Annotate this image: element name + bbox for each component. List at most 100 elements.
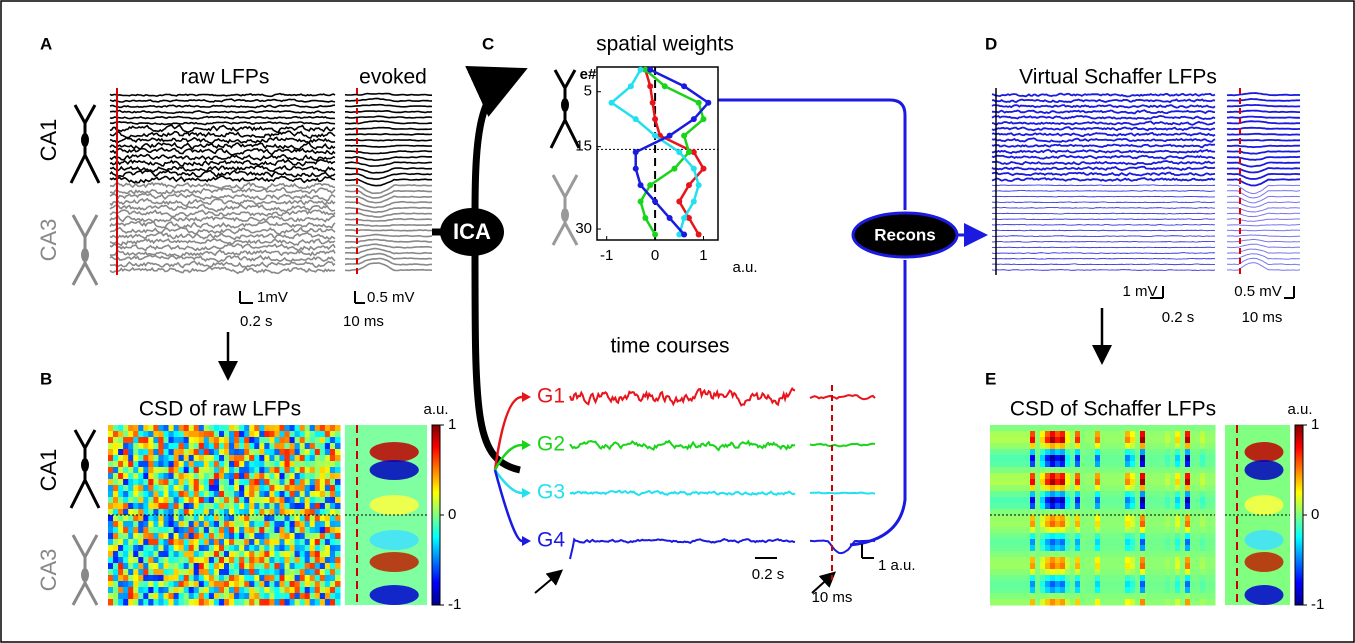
heatmap-cell (153, 455, 159, 462)
heatmap-cell (1170, 575, 1176, 582)
scale-label: 10 ms (1242, 309, 1283, 326)
heatmap-cell (1040, 587, 1046, 594)
heatmap-cell (325, 545, 331, 552)
heatmap-cell (1205, 467, 1211, 474)
heatmap-cell (315, 461, 321, 468)
heatmap-cell (1135, 545, 1141, 552)
heatmap-cell (158, 443, 164, 450)
heatmap-cell (990, 431, 996, 438)
scale-label: 0.2 s (240, 313, 273, 330)
heatmap-cell (264, 563, 270, 570)
heatmap-cell (1195, 479, 1201, 486)
heatmap-cell (300, 503, 306, 510)
heatmap-cell (1025, 503, 1031, 510)
trace (110, 227, 335, 234)
heatmap-cell (1015, 485, 1021, 492)
heatmap-cell (138, 515, 144, 522)
heatmap-cell (335, 545, 341, 552)
scale-label: 10 ms (812, 589, 853, 606)
heatmap-cell (1145, 461, 1151, 468)
heatmap-cell (1030, 563, 1036, 570)
trace (110, 111, 335, 114)
heatmap-cell (179, 473, 185, 480)
trace (992, 133, 1215, 136)
heatmap-cell (1150, 437, 1156, 444)
heatmap-cell (164, 557, 170, 564)
heatmap-cell (158, 449, 164, 456)
heatmap-cell (1025, 497, 1031, 504)
heatmap-cell (1140, 437, 1146, 444)
heatmap-cell (1135, 455, 1141, 462)
heatmap-cell (1105, 449, 1111, 456)
heatmap-cell (295, 545, 301, 552)
heatmap-cell (133, 485, 139, 492)
heatmap-cell (1205, 539, 1211, 546)
heatmap-cell (1020, 551, 1026, 558)
heatmap-cell (1150, 473, 1156, 480)
heatmap-cell (1030, 443, 1036, 450)
heatmap-cell (259, 587, 265, 594)
heatmap-cell (189, 539, 195, 546)
heatmap-cell (1115, 527, 1121, 534)
trace (345, 111, 432, 113)
heatmap-cell (1195, 473, 1201, 480)
heatmap-cell (249, 515, 255, 522)
heatmap-cell (1085, 449, 1091, 456)
heatmap-cell (1075, 515, 1081, 522)
heatmap-cell (320, 545, 326, 552)
heatmap-cell (1080, 449, 1086, 456)
heatmap-cell (219, 545, 225, 552)
heatmap-cell (1055, 563, 1061, 570)
heatmap-cell (219, 587, 225, 594)
heatmap-cell (310, 479, 316, 486)
heatmap-cell (285, 527, 291, 534)
heatmap-cell (153, 479, 159, 486)
heatmap-cell (290, 581, 296, 588)
heatmap-cell (1010, 461, 1016, 468)
heatmap-cell (290, 455, 296, 462)
heatmap-cell (1055, 443, 1061, 450)
heatmap-cell (1165, 425, 1171, 432)
weight-point (686, 182, 692, 188)
scale-label: 0.2 s (752, 566, 785, 583)
heatmap-cell (1155, 503, 1161, 510)
heatmap-cell (1170, 551, 1176, 558)
heatmap-cell (143, 557, 149, 564)
heatmap-cell (1005, 479, 1011, 486)
heatmap-cell (1150, 545, 1156, 552)
trace (1227, 128, 1300, 129)
heatmap-cell (194, 569, 200, 576)
heatmap-cell (1080, 473, 1086, 480)
heatmap-cell (184, 593, 190, 600)
heatmap-cell (1175, 503, 1181, 510)
heatmap-cell (128, 479, 134, 486)
heatmap-cell (244, 467, 250, 474)
heatmap-cell (1185, 491, 1191, 498)
heatmap-cell (1145, 485, 1151, 492)
heatmap-cell (290, 491, 296, 498)
heatmap-cell (113, 551, 119, 558)
heatmap-cell (285, 455, 291, 462)
heatmap-cell (1120, 575, 1126, 582)
heatmap-cell (229, 581, 235, 588)
heatmap-cell (254, 425, 259, 432)
heatmap-cell (1165, 557, 1171, 564)
heatmap-cell (269, 521, 275, 528)
heatmap-cell (108, 425, 114, 432)
heatmap-cell (128, 503, 134, 510)
heatmap-cell (1075, 485, 1081, 492)
heatmap-cell (325, 497, 331, 504)
arrow (535, 572, 560, 593)
heatmap-cell (128, 587, 134, 594)
heatmap-cell (259, 551, 265, 558)
heatmap-cell (1020, 503, 1026, 510)
heatmap-cell (219, 503, 225, 510)
heatmap-cell (174, 521, 180, 528)
heatmap-cell (184, 473, 190, 480)
heatmap-cell (1010, 539, 1016, 546)
trace (992, 94, 1215, 97)
heatmap-cell (153, 449, 159, 456)
heatmap-cell (1205, 593, 1211, 600)
heatmap-cell (285, 593, 291, 600)
heatmap-cell (1190, 479, 1196, 486)
